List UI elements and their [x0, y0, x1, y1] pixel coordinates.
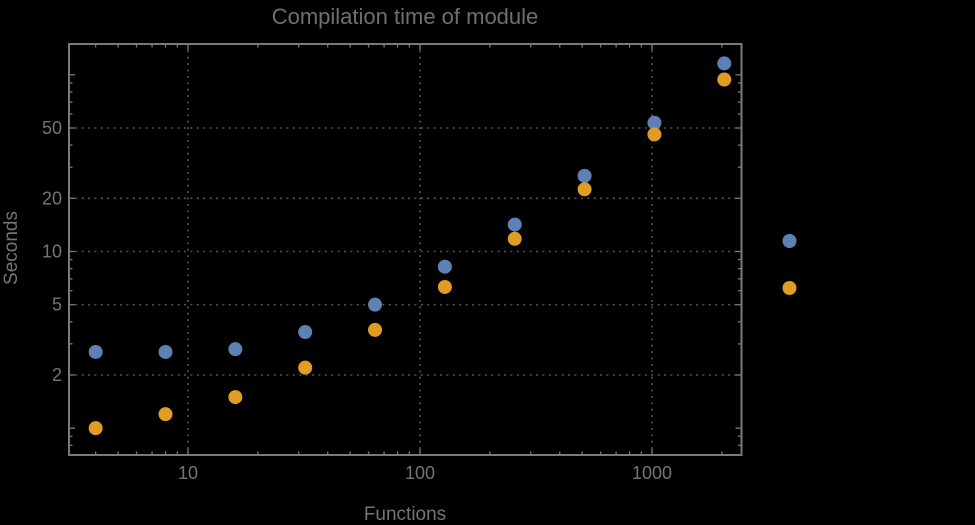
data-point-series-2-orange	[437, 279, 452, 294]
y-tick-label: 2	[52, 365, 62, 385]
data-point-series-2-orange	[298, 360, 313, 375]
legend-marker-2	[782, 281, 797, 295]
data-point-series-2-orange	[88, 421, 103, 436]
y-tick-label: 5	[52, 295, 62, 315]
data-point-series-1-blue	[437, 259, 452, 274]
y-tick-label: 10	[42, 241, 62, 261]
data-point-series-2-orange	[647, 127, 662, 142]
data-point-series-2-orange	[228, 390, 243, 405]
x-tick-label: 10	[178, 463, 198, 483]
data-point-series-1-blue	[507, 217, 522, 232]
data-point-series-2-orange	[368, 322, 383, 337]
y-tick-label: 20	[42, 188, 62, 208]
data-point-series-2-orange	[577, 182, 592, 197]
legend-marker-1	[782, 234, 797, 248]
data-point-series-2-orange	[507, 231, 522, 246]
data-point-series-1-blue	[717, 56, 732, 71]
chart-title: Compilation time of module	[271, 4, 539, 29]
data-point-series-1-blue	[88, 344, 103, 359]
y-tick-label: 50	[42, 118, 62, 138]
data-point-series-1-blue	[228, 342, 243, 357]
x-tick-label: 1000	[632, 463, 672, 483]
data-point-series-2-orange	[158, 407, 173, 422]
data-point-series-1-blue	[647, 115, 662, 130]
data-point-series-1-blue	[158, 344, 173, 359]
data-point-series-1-blue	[368, 297, 383, 312]
x-axis-label: Functions	[363, 504, 447, 525]
data-point-series-2-orange	[717, 72, 732, 87]
x-tick-label: 100	[405, 463, 435, 483]
data-point-series-1-blue	[298, 325, 313, 340]
plot-frame	[68, 43, 743, 456]
data-point-series-1-blue	[577, 168, 592, 183]
